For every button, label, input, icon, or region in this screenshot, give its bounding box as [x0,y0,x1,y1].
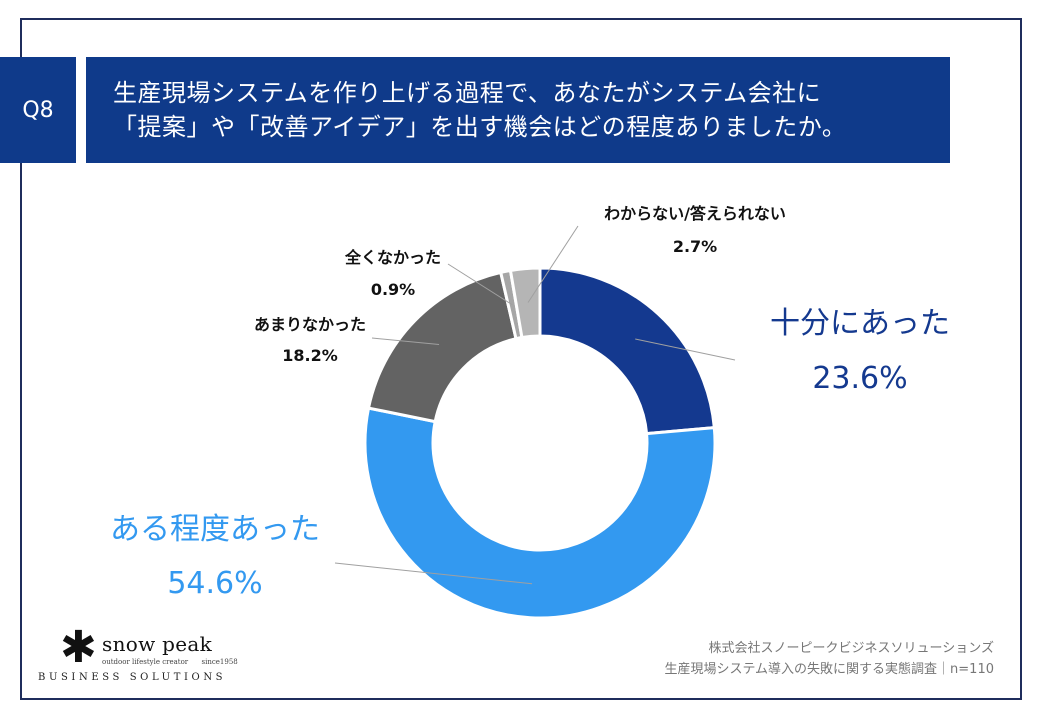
snowflake-icon: ✱ [60,622,97,673]
question-title-line-2: 「提案」や「改善アイデア」を出す機会はどの程度ありましたか。 [113,113,847,141]
donut-slice [538,266,716,436]
value-label: 0.9% [371,280,415,299]
leader-line [371,337,440,346]
value-label: 54.6% [167,566,262,601]
leader-line [635,338,736,361]
logo-division: BUSINESS SOLUTIONS [38,672,227,683]
question-title: 生産現場システムを作り上げる過程で、あなたがシステム会社に 「提案」や「改善アイ… [86,57,950,163]
category-label: 全くなかった [344,248,441,267]
leader-line [334,562,533,585]
question-number: Q8 [22,97,54,123]
question-title-line-1: 生産現場システムを作り上げる過程で、あなたがシステム会社に [113,79,822,107]
logo-brand: snow peak [102,632,213,656]
category-label: わからない/答えられない [604,204,786,223]
slide-frame [20,18,1022,700]
category-label: あまりなかった [254,315,366,334]
logo-tagline: outdoor lifestyle creator since1958 [102,658,238,666]
value-label: 18.2% [282,346,338,365]
source-line-2: 生産現場システム導入の失敗に関する実態調査｜n=110 [664,662,994,677]
value-label: 23.6% [812,361,907,396]
category-label: 十分にあった [770,306,950,341]
category-label: ある程度あった [110,512,320,547]
leader-line [527,225,579,303]
company-logo: ✱ snow peak outdoor lifestyle creator si… [38,622,238,684]
source-note: 株式会社スノーピークビジネスソリューションズ 生産現場システム導入の失敗に関する… [664,638,994,680]
source-line-1: 株式会社スノーピークビジネスソリューションズ [708,641,994,656]
donut-slice [363,406,717,620]
question-badge: Q8 [0,57,76,163]
donut-slice [508,266,542,340]
value-label: 2.7% [673,237,717,256]
leader-line [447,263,513,306]
